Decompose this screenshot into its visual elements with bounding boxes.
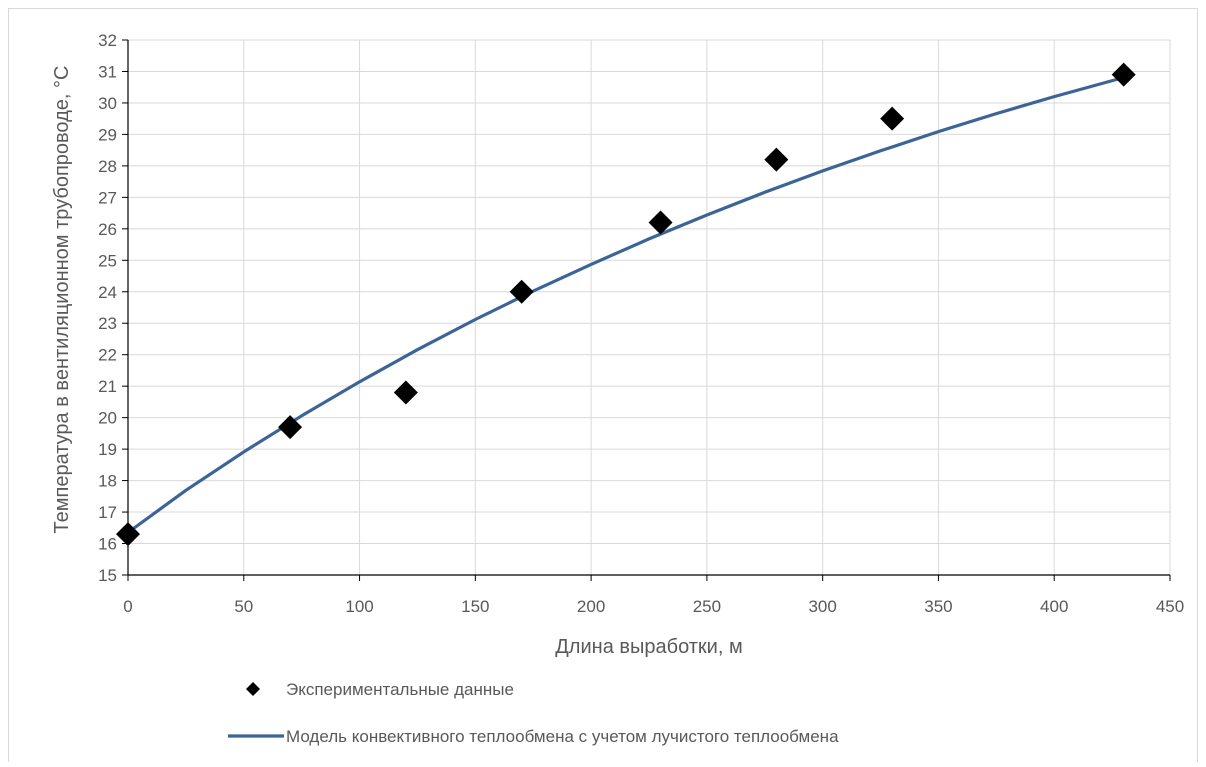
chart-frame: [8, 8, 1198, 762]
